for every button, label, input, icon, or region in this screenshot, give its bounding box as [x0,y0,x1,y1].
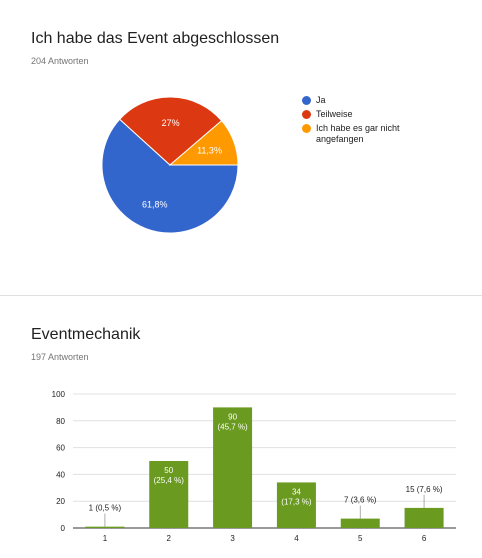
y-tick-label: 20 [56,497,65,506]
pie-slice [168,120,239,166]
data-label: (45,7 %) [217,422,248,431]
data-label: (17,3 %) [281,497,312,506]
question-title: Ich habe das Event abgeschlossen [31,30,280,47]
pie-chart: 61,8% 27% 11,3% [101,96,239,234]
data-label: 90 [228,412,237,421]
x-tick-label: 4 [294,534,299,543]
y-tick-label: 0 [61,524,66,533]
legend-label: Ich habe es gar nicht angefangen [316,123,400,144]
pie-slice-label: 27% [162,118,180,128]
bar [85,526,125,528]
x-tick-label: 6 [422,534,427,543]
legend-item: Ich habe es gar nicht angefangen [302,123,422,145]
legend-swatch [302,124,311,133]
data-label: 15 (7,6 %) [406,485,443,494]
x-tick-label: 1 [103,534,108,543]
pie-slice-label: 61,8% [142,199,168,209]
y-tick-label: 80 [56,417,65,426]
bar-chart: 0 20 40 60 80 100 1 1 (0,5 %) 2 50(25,4 %) 3 90(45,… [52,390,456,543]
x-tick-label: 3 [230,534,235,543]
data-label: 50 [164,466,173,475]
bar [149,461,189,528]
pie-slice [101,118,239,234]
legend-label: Teilweise [316,109,353,119]
data-label: (25,4 %) [154,476,185,485]
legend-label: Ja [316,95,326,105]
question-title: Eventmechanik [31,326,141,343]
y-tick-label: 100 [52,390,66,399]
legend-swatch [302,96,311,105]
bar [340,518,380,528]
response-count: 197 Antworten [31,352,89,362]
bar [404,507,444,528]
pie-slice-label: 11,3% [197,145,222,155]
pie-legend: Ja Teilweise Ich habe es gar nicht angefan… [302,95,422,148]
response-count: 204 Antworten [31,56,89,66]
legend-swatch [302,110,311,119]
data-label: 34 [292,487,301,496]
bar [276,482,316,528]
y-tick-label: 40 [56,470,65,479]
pie-slice [118,96,223,166]
legend-item: Teilweise [302,109,422,120]
y-tick-label: 60 [56,444,65,453]
question-card-event-completed: Ich habe das Event abgeschlossen 204 Ant… [31,30,422,234]
data-label: 7 (3,6 %) [344,496,377,505]
legend-item: Ja [302,95,422,106]
x-tick-label: 5 [358,534,363,543]
question-card-event-mechanics: Eventmechanik 197 Antworten 0 20 40 60 80 100… [0,295,482,558]
x-tick-label: 2 [167,534,172,543]
bar [213,407,253,528]
data-label: 1 (0,5 %) [89,504,122,513]
